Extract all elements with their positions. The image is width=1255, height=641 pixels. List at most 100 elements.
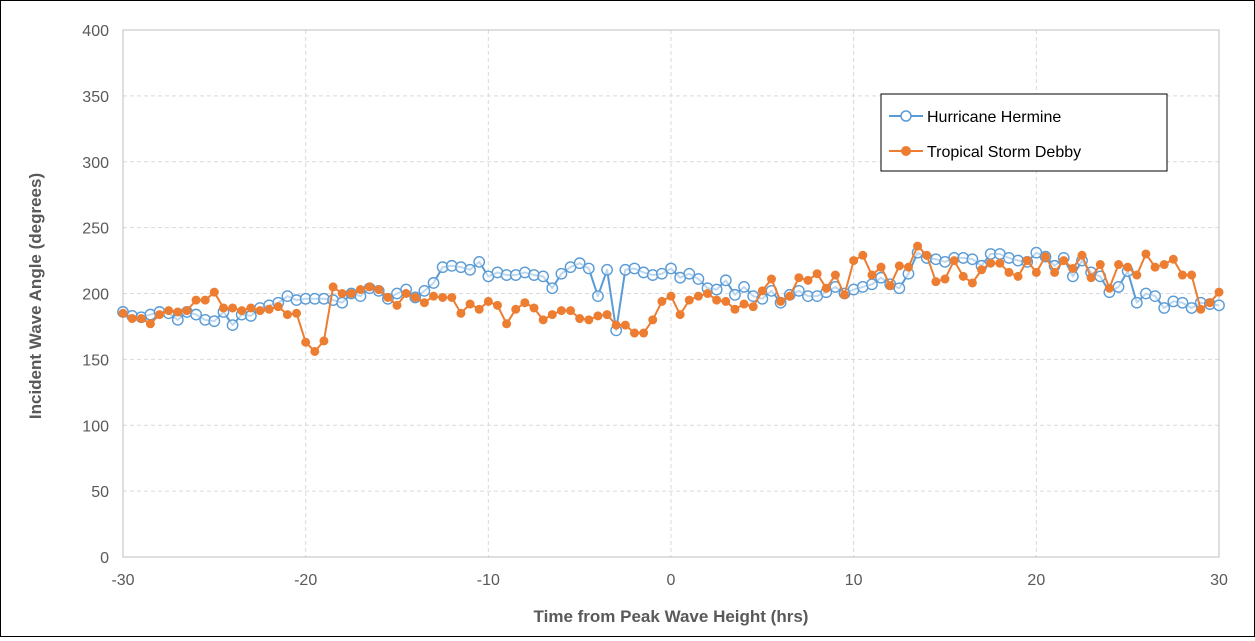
data-point xyxy=(940,274,950,284)
data-point xyxy=(1158,302,1171,314)
data-point xyxy=(264,304,274,314)
data-point xyxy=(712,295,722,305)
data-point xyxy=(228,303,238,313)
data-point xyxy=(1004,267,1014,277)
data-point xyxy=(812,269,822,279)
data-point xyxy=(1168,254,1178,264)
data-point xyxy=(1205,298,1215,308)
data-point xyxy=(566,306,576,316)
x-tick-label: 10 xyxy=(845,572,863,589)
data-point xyxy=(418,284,431,297)
data-point xyxy=(703,289,713,298)
data-point xyxy=(611,320,621,330)
data-point xyxy=(447,292,457,302)
y-axis-title: Incident Wave Angle (degrees) xyxy=(26,173,45,419)
data-point xyxy=(584,315,594,325)
data-point xyxy=(401,289,411,298)
data-point xyxy=(301,337,311,347)
data-point xyxy=(665,262,677,275)
x-tick-label: -10 xyxy=(477,572,500,589)
y-tick-label: 50 xyxy=(91,484,109,501)
data-point xyxy=(127,314,137,324)
data-point xyxy=(1132,270,1142,280)
data-point xyxy=(1059,256,1069,266)
data-point xyxy=(931,277,941,287)
data-point xyxy=(319,336,329,346)
data-point xyxy=(1149,290,1161,303)
data-point xyxy=(520,298,530,308)
data-point xyxy=(602,310,612,320)
data-point xyxy=(1068,263,1078,273)
data-point xyxy=(648,315,658,325)
data-point xyxy=(792,284,805,297)
data-point xyxy=(967,278,977,288)
data-point xyxy=(255,306,265,316)
data-point xyxy=(191,295,201,305)
data-point xyxy=(474,304,484,314)
series-layer xyxy=(117,241,1225,356)
legend: Hurricane Hermine Tropical Storm Debby xyxy=(880,93,1168,172)
data-point xyxy=(237,306,247,316)
y-tick-label: 100 xyxy=(82,418,109,435)
data-point xyxy=(866,278,878,291)
data-point xyxy=(601,263,613,276)
x-tick-label: 0 xyxy=(667,572,676,589)
legend-label-debby: Tropical Storm Debby xyxy=(927,144,1081,161)
data-point xyxy=(1177,270,1187,280)
y-axis-ticks: 0 50 100 150 200 250 300 350 400 xyxy=(82,23,109,567)
data-point xyxy=(730,304,740,314)
data-point xyxy=(537,270,550,283)
data-point xyxy=(794,273,804,283)
data-point xyxy=(1031,267,1041,277)
data-point xyxy=(1150,262,1160,272)
data-point xyxy=(958,271,968,281)
data-point xyxy=(473,255,486,268)
data-point xyxy=(1013,271,1023,281)
data-point xyxy=(337,289,347,298)
data-point xyxy=(1213,299,1225,312)
data-point xyxy=(894,261,904,271)
x-tick-label: 20 xyxy=(1027,572,1045,589)
data-point xyxy=(182,306,192,316)
y-tick-label: 0 xyxy=(100,550,109,567)
data-point xyxy=(693,291,703,301)
x-tick-label: -20 xyxy=(294,572,317,589)
data-point xyxy=(821,283,831,293)
data-point xyxy=(464,263,476,276)
data-point xyxy=(190,308,202,321)
data-point xyxy=(1130,296,1143,309)
data-point xyxy=(830,270,840,280)
data-point xyxy=(1187,270,1197,280)
data-point xyxy=(410,292,420,302)
data-point xyxy=(913,241,923,251)
data-point xyxy=(710,283,723,296)
data-point xyxy=(1086,273,1096,283)
data-point xyxy=(986,258,996,268)
data-point xyxy=(200,295,210,305)
data-point xyxy=(766,274,776,284)
data-point xyxy=(155,310,165,320)
y-tick-label: 200 xyxy=(82,287,109,304)
data-point xyxy=(164,306,174,316)
data-point xyxy=(1077,250,1087,260)
data-point xyxy=(209,287,219,297)
data-point xyxy=(502,319,512,329)
data-point xyxy=(739,299,749,309)
data-point xyxy=(629,328,639,338)
data-point xyxy=(529,303,539,313)
y-tick-label: 150 xyxy=(82,352,109,369)
data-point xyxy=(374,285,384,295)
data-point xyxy=(355,285,365,295)
data-point xyxy=(226,319,239,332)
data-point xyxy=(383,292,393,302)
data-point xyxy=(556,306,566,316)
data-point xyxy=(876,262,886,272)
data-point xyxy=(328,282,338,292)
data-point xyxy=(218,303,228,313)
data-point xyxy=(977,265,987,275)
data-point xyxy=(666,291,676,301)
data-point xyxy=(1196,304,1206,314)
data-point xyxy=(346,289,356,298)
data-point xyxy=(1159,260,1169,270)
